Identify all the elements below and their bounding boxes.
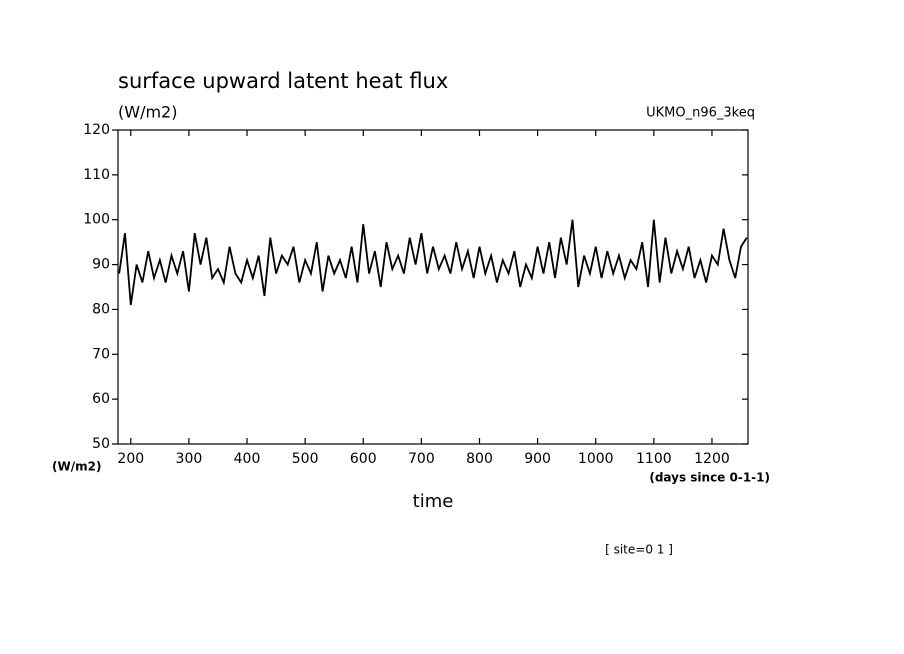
y-tick-label: 50 [92, 436, 110, 452]
x-tick-label: 700 [408, 451, 435, 467]
footer: [ site=0 1 ] [605, 543, 673, 557]
y-tick-label: 110 [83, 167, 110, 183]
x-tick-label: 200 [117, 451, 144, 467]
chart-title: surface upward latent heat flux [118, 69, 448, 93]
x-tick-label: 1200 [694, 451, 730, 467]
x-tick-label: 600 [350, 451, 377, 467]
x-tick-label: 1100 [636, 451, 672, 467]
x-tick-label: 800 [466, 451, 493, 467]
x-axis-title: time [413, 491, 454, 512]
x-tick-label: 300 [176, 451, 203, 467]
data-line [118, 219, 748, 306]
x-tick-label: 500 [292, 451, 319, 467]
x-tick-label: 1000 [578, 451, 614, 467]
y-tick-label: 70 [92, 346, 110, 362]
x-unit-label: (days since 0-1-1) [649, 471, 770, 485]
y-unit-label: (W/m2) [52, 460, 101, 474]
y-tick-label: 100 [83, 212, 110, 228]
y-tick-label: 120 [83, 122, 110, 138]
x-tick-label: 900 [524, 451, 551, 467]
plot-frame [117, 129, 749, 445]
y-tick-label: 60 [92, 391, 110, 407]
y-tick-label: 80 [92, 301, 110, 317]
y-tick-label: 90 [92, 257, 110, 273]
x-tick-label: 400 [234, 451, 261, 467]
annotation: UKMO_n96_3keq [646, 106, 755, 121]
subtitle: (W/m2) [118, 103, 177, 122]
